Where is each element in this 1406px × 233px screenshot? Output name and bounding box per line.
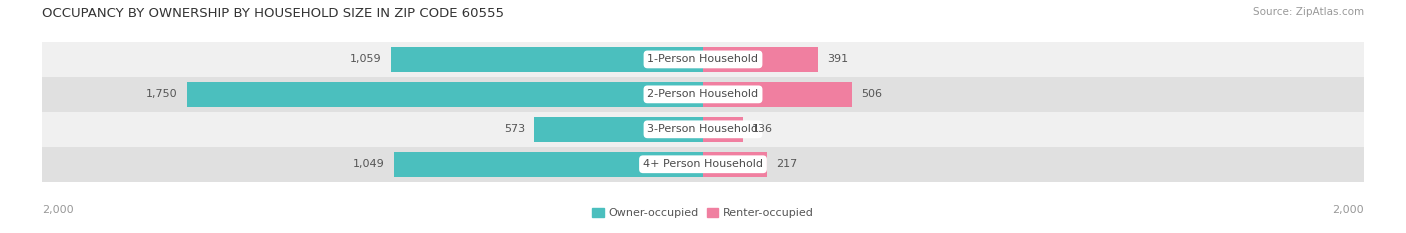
Text: 2,000: 2,000 — [42, 205, 73, 215]
Bar — [534, 117, 703, 142]
Text: 1,750: 1,750 — [146, 89, 179, 99]
Bar — [42, 112, 1364, 147]
Text: 4+ Person Household: 4+ Person Household — [643, 159, 763, 169]
Text: 391: 391 — [827, 55, 848, 64]
Bar — [703, 152, 768, 177]
Text: 506: 506 — [860, 89, 882, 99]
Bar — [394, 152, 703, 177]
Bar — [703, 47, 818, 72]
Text: 136: 136 — [752, 124, 773, 134]
Bar — [703, 82, 852, 107]
Text: 1,049: 1,049 — [353, 159, 385, 169]
Bar — [187, 82, 703, 107]
Text: 3-Person Household: 3-Person Household — [648, 124, 758, 134]
Legend: Owner-occupied, Renter-occupied: Owner-occupied, Renter-occupied — [588, 203, 818, 223]
Text: OCCUPANCY BY OWNERSHIP BY HOUSEHOLD SIZE IN ZIP CODE 60555: OCCUPANCY BY OWNERSHIP BY HOUSEHOLD SIZE… — [42, 7, 505, 20]
Bar — [42, 77, 1364, 112]
Text: 217: 217 — [776, 159, 797, 169]
Text: 1-Person Household: 1-Person Household — [648, 55, 758, 64]
Bar — [42, 147, 1364, 182]
Bar — [42, 42, 1364, 77]
Text: 2,000: 2,000 — [1333, 205, 1364, 215]
Bar — [391, 47, 703, 72]
Text: 1,059: 1,059 — [350, 55, 382, 64]
Text: 2-Person Household: 2-Person Household — [647, 89, 759, 99]
Text: 573: 573 — [503, 124, 524, 134]
Text: Source: ZipAtlas.com: Source: ZipAtlas.com — [1253, 7, 1364, 17]
Bar — [703, 117, 744, 142]
